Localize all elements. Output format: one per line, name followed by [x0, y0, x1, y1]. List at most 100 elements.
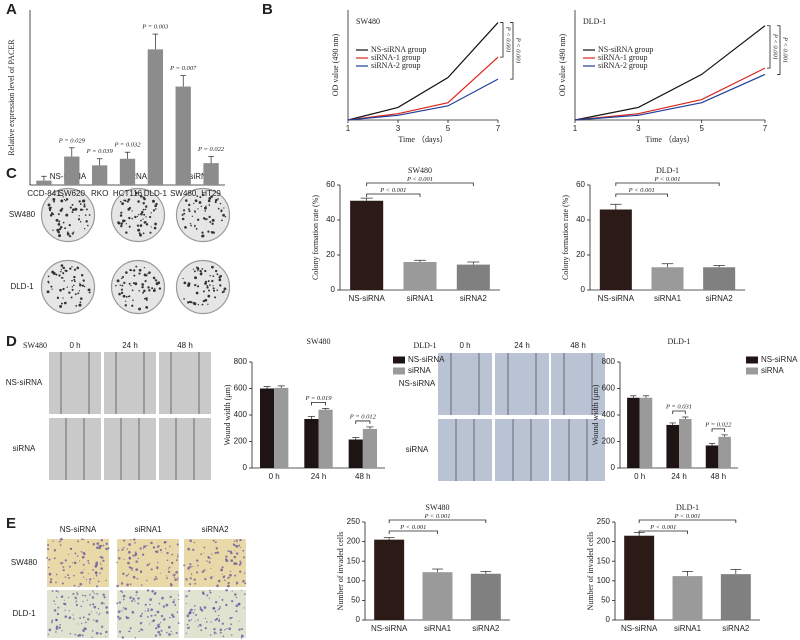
cell — [76, 591, 78, 594]
y-axis-label: Wound width (μm) — [223, 384, 232, 445]
cell — [91, 636, 93, 638]
colony — [85, 208, 88, 211]
colony — [217, 207, 220, 210]
p-value: P = 0.022 — [197, 146, 225, 153]
chart-title: SW480 — [426, 503, 450, 512]
p-value: P < 0.001 — [505, 26, 512, 53]
cell — [96, 594, 99, 596]
significance-bracket — [500, 22, 504, 58]
cell — [193, 578, 196, 581]
cell — [123, 539, 126, 542]
x-tick-label: 0 h — [269, 472, 280, 481]
colony — [83, 228, 86, 230]
colony — [197, 304, 200, 306]
cell — [105, 579, 107, 582]
cell — [173, 599, 175, 601]
colony — [131, 304, 134, 307]
cell — [75, 600, 77, 603]
colony — [197, 269, 199, 272]
cell — [146, 563, 149, 567]
column-label: 24 h — [122, 341, 138, 350]
cell — [189, 577, 192, 580]
cell — [239, 538, 242, 542]
cell — [107, 547, 110, 550]
colony — [193, 202, 195, 205]
cell — [73, 561, 77, 565]
cell — [62, 562, 64, 564]
colony — [144, 280, 147, 283]
cell — [80, 571, 84, 574]
colony — [150, 212, 152, 214]
colony — [119, 284, 121, 286]
colony — [192, 268, 195, 270]
micrograph — [551, 419, 605, 481]
colony — [72, 208, 75, 212]
colony — [212, 275, 215, 278]
cell — [172, 600, 175, 604]
cell — [53, 609, 57, 612]
colony — [134, 282, 138, 286]
cell — [83, 538, 85, 541]
colony — [68, 291, 71, 294]
cell — [197, 625, 199, 627]
colony — [224, 215, 227, 218]
y-tick-label: 100 — [597, 576, 611, 585]
colony — [188, 203, 191, 207]
cell — [48, 572, 52, 576]
cell — [116, 602, 119, 605]
colony — [158, 287, 162, 290]
colony — [208, 289, 211, 292]
cell — [200, 553, 203, 556]
cell — [157, 630, 161, 634]
colony — [63, 198, 66, 201]
cell — [135, 594, 137, 596]
micrograph — [104, 352, 156, 414]
x-tick-label: 7 — [763, 124, 768, 133]
colony — [202, 290, 205, 293]
cell — [78, 585, 80, 588]
cell — [157, 561, 159, 564]
colony — [194, 225, 196, 228]
colony — [208, 284, 211, 286]
cell — [105, 630, 108, 634]
cell — [238, 563, 242, 566]
cell — [89, 582, 91, 584]
chart-title: DLD-1 — [583, 17, 606, 26]
cell — [195, 571, 199, 574]
cell — [139, 614, 143, 618]
significance-bracket — [777, 25, 781, 75]
x-tick-label: siRNA2 — [706, 294, 734, 303]
row-label: SW480 — [9, 210, 36, 219]
cell — [56, 612, 60, 616]
colony — [60, 264, 64, 267]
colony — [206, 284, 208, 287]
colony — [81, 209, 84, 211]
cell — [239, 560, 241, 562]
micrograph — [104, 418, 156, 480]
cell — [93, 577, 95, 579]
cell — [225, 588, 228, 592]
p-value: P < 0.001 — [772, 33, 779, 60]
colony — [56, 296, 60, 299]
x-tick-label: 5 — [699, 124, 704, 133]
cell — [88, 562, 90, 565]
cell — [203, 606, 207, 609]
colony — [79, 301, 82, 304]
cell — [165, 603, 169, 607]
cell — [127, 561, 130, 565]
p-value: P < 0.001 — [399, 524, 426, 531]
colony — [66, 286, 68, 288]
colony — [204, 206, 207, 210]
cell — [244, 582, 247, 585]
colony — [223, 207, 225, 209]
p-value: P < 0.001 — [423, 513, 450, 520]
cell — [149, 603, 151, 606]
colony — [150, 226, 152, 228]
x-tick-label: 48 h — [711, 472, 727, 481]
micrograph — [551, 353, 605, 415]
colony — [148, 271, 151, 274]
p-value: P = 0.032 — [113, 142, 141, 149]
cell — [158, 625, 161, 628]
cell — [74, 596, 77, 600]
cell — [177, 594, 180, 596]
